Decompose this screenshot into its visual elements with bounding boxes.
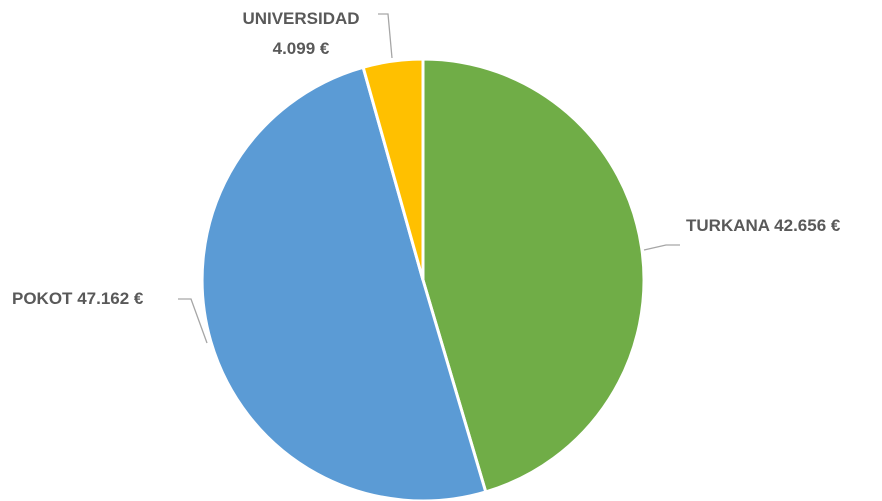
leader-line-turkana: [643, 244, 680, 251]
data-label-universidad-name: UNIVERSIDAD: [242, 9, 359, 28]
leader-line-universidad: [378, 13, 393, 59]
pie-slices: [200, 57, 646, 501]
leader-line-pokot: [178, 298, 208, 344]
pie-slice-universidad: [361, 57, 425, 282]
leader-lines: [178, 13, 680, 344]
data-label-universidad-value: 4.099 €: [273, 39, 330, 58]
pie-slice-turkana: [421, 57, 646, 494]
data-label-pokot: POKOT 47.162 €: [12, 289, 144, 308]
data-label-turkana: TURKANA 42.656 €: [686, 216, 841, 235]
pie-slice-pokot: [200, 65, 488, 501]
